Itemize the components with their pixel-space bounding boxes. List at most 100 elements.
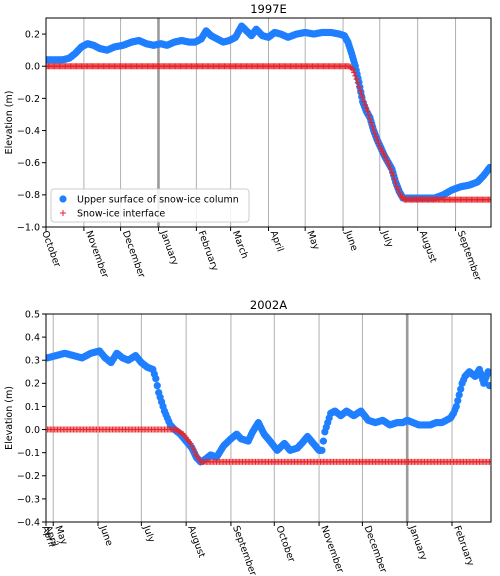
month-label: November	[318, 524, 345, 574]
chart-title: 1997E	[250, 2, 287, 16]
y-tick-label: 0.2	[25, 379, 40, 390]
surface-point	[486, 163, 491, 172]
interface-point	[369, 123, 376, 130]
interface-point	[349, 66, 356, 73]
y-tick-label: 0.2	[25, 29, 40, 40]
y-tick-label: −0.2	[17, 94, 40, 105]
y-tick-label: −0.6	[17, 158, 40, 169]
chart-title: 2002A	[250, 298, 287, 312]
interface-point	[384, 157, 391, 164]
month-label: May	[304, 229, 321, 252]
interface-point	[385, 160, 392, 167]
interface-point	[387, 166, 394, 173]
interface-point	[187, 440, 194, 447]
interface-point	[488, 458, 491, 465]
y-axis-label: Elevation (m)	[4, 386, 15, 450]
month-label: August	[185, 524, 207, 559]
interface-point	[178, 430, 185, 437]
interface-point	[392, 180, 399, 187]
interface-point	[375, 140, 382, 147]
interface-point	[359, 94, 366, 101]
interface-point	[366, 115, 373, 122]
y-tick-label: 0.3	[25, 356, 40, 367]
surface-point	[452, 402, 460, 411]
month-label: December	[120, 229, 147, 279]
series-interface	[46, 63, 491, 203]
y-tick-label: −1.0	[17, 222, 40, 233]
surface-point	[455, 391, 463, 399]
y-tick-label: 0.5	[25, 309, 40, 320]
month-label: March	[230, 229, 250, 260]
legend-surface-marker	[59, 195, 67, 203]
interface-point	[368, 119, 375, 126]
month-label: December	[362, 524, 389, 574]
y-tick-label: −0.8	[17, 190, 40, 201]
y-tick-label: 0.1	[25, 402, 40, 413]
series-surface	[46, 22, 491, 202]
y-tick-label: 0.4	[25, 333, 40, 344]
interface-point	[373, 133, 380, 140]
interface-point	[351, 69, 358, 76]
surface-point	[152, 375, 160, 383]
legend: Upper surface of snow-ice column Snow-ice…	[50, 188, 250, 223]
interface-point	[362, 101, 369, 108]
month-label: July	[379, 228, 396, 249]
month-label: February	[196, 229, 221, 273]
y-tick-label: 0.0	[25, 62, 40, 73]
surface-point	[318, 446, 326, 454]
interface-point	[188, 443, 195, 450]
interface-point	[386, 162, 393, 169]
interface-point	[354, 79, 361, 86]
y-tick-label: −0.4	[17, 126, 40, 137]
interface-point	[353, 76, 360, 83]
surface-point	[484, 368, 491, 376]
legend-entry-interface: Snow-ice interface	[77, 209, 165, 220]
month-label: November	[83, 229, 110, 279]
y-axis-label: Elevation (m)	[4, 91, 15, 155]
interface-point	[360, 98, 367, 105]
month-label: January	[406, 523, 429, 562]
month-label: July	[140, 523, 157, 544]
y-tick-label: −0.3	[17, 494, 40, 505]
interface-point	[190, 446, 197, 453]
interface-point	[371, 130, 378, 137]
interface-point	[363, 105, 370, 112]
legend-box	[50, 188, 250, 223]
surface-point	[454, 397, 462, 405]
interface-point	[348, 65, 355, 72]
month-label: June	[97, 523, 115, 547]
interface-point	[191, 449, 198, 456]
interface-point	[488, 196, 491, 203]
surface-point	[485, 382, 491, 390]
interface-point	[357, 87, 364, 94]
interface-point	[355, 83, 362, 90]
interface-point	[390, 172, 397, 179]
y-tick-label: −0.4	[17, 517, 40, 528]
interface-point	[377, 145, 384, 152]
interface-point	[396, 189, 403, 196]
surface-point	[457, 385, 465, 393]
series-interface	[46, 426, 491, 465]
interface-point	[382, 154, 389, 161]
interface-point	[364, 108, 371, 115]
month-label: September	[230, 524, 258, 576]
legend-entry-surface: Upper surface of snow-ice column	[77, 195, 239, 206]
y-tick-label: −0.2	[17, 471, 40, 482]
interface-point	[393, 183, 400, 190]
month-label: June	[342, 228, 360, 252]
chart-2002A: 2002A −0.4 −0.3 −0.2 −0.1 0.0 0.1 0.2 0.3 0.4 0.5 E…	[4, 298, 492, 576]
month-label: August	[417, 229, 439, 264]
y-tick-label: 0.0	[25, 425, 40, 436]
month-label: October	[39, 229, 62, 269]
interface-point	[352, 72, 359, 79]
interface-point	[365, 111, 372, 118]
plot-frame	[45, 313, 492, 523]
surface-point	[153, 382, 161, 390]
chart-1997E: 1997E −1.0 −0.8 −0.6 −0.4 −0.2 0.0 0.2 Elevation…	[4, 2, 492, 282]
legend-interface-marker	[60, 210, 66, 216]
interface-point	[395, 186, 402, 193]
interface-point	[391, 176, 398, 183]
interface-point	[388, 169, 395, 176]
series-surface	[46, 347, 491, 466]
